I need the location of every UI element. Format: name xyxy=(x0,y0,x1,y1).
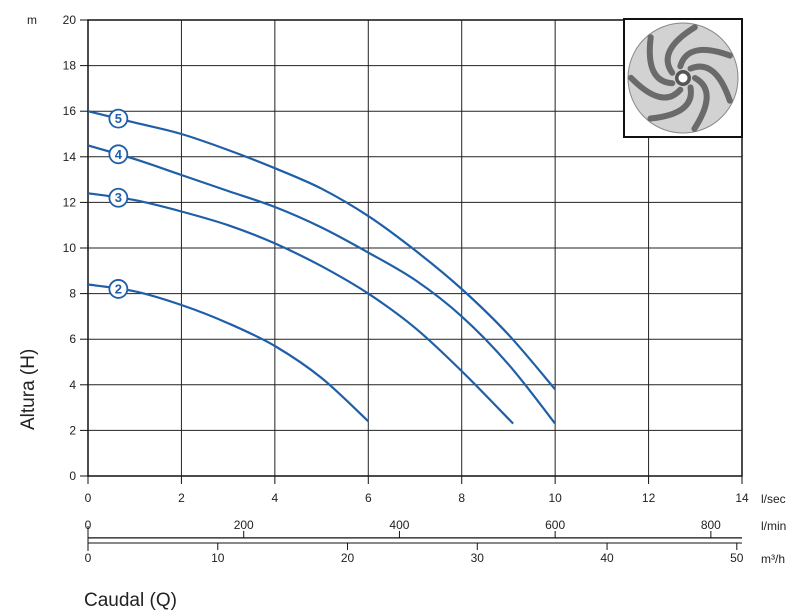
y-axis: 0 2 4 6 8 10 12 14 16 18 20 xyxy=(63,13,88,483)
curve-label-4: 4 xyxy=(115,147,123,162)
y-tick-label: 18 xyxy=(63,59,77,73)
x-unit-lmin: l/min xyxy=(761,519,786,533)
x-tick-label-ls: 2 xyxy=(178,491,185,505)
curve-label-3-badge xyxy=(108,187,129,208)
x-axes: 0 2 4 6 8 10 12 14 l/sec 0 200 400 600 800 l/min 0 10 20 3… xyxy=(85,476,786,566)
y-tick-label: 20 xyxy=(63,13,77,27)
x-tick-label-ls: 10 xyxy=(548,491,562,505)
x-tick-label-lmin: 0 xyxy=(85,518,92,532)
y-tick-label: 16 xyxy=(63,104,77,118)
x-tick-label-ls: 6 xyxy=(365,491,372,505)
x-unit-m3h: m³/h xyxy=(761,552,785,566)
y-axis-title: Altura (H) xyxy=(18,349,39,430)
curve-label-5-badge xyxy=(108,108,129,129)
curve-label-3: 3 xyxy=(115,190,122,205)
x-tick-label-lmin: 200 xyxy=(234,518,254,532)
impeller-vane xyxy=(628,74,684,101)
x-tick-label-m3h: 20 xyxy=(341,551,355,565)
y-tick-label: 4 xyxy=(69,378,76,392)
x-tick-label-m3h: 0 xyxy=(85,551,92,565)
curve-5 xyxy=(87,110,556,391)
x-unit-ls: l/sec xyxy=(761,492,786,506)
x-tick-label-lmin: 600 xyxy=(545,518,565,532)
y-tick-label: 12 xyxy=(63,195,77,209)
impeller-icon xyxy=(623,18,743,138)
y-unit-label: m xyxy=(27,13,37,27)
curve-label-4-badge xyxy=(108,144,129,165)
curve-labels: 5 4 3 2 xyxy=(108,108,129,299)
x-tick-label-m3h: 50 xyxy=(730,551,744,565)
curve-label-2: 2 xyxy=(115,281,122,296)
impeller-vane xyxy=(664,24,698,76)
x-tick-label-m3h: 40 xyxy=(600,551,614,565)
impeller-vane xyxy=(677,46,733,70)
x-tick-label-ls: 12 xyxy=(642,491,656,505)
curve-3 xyxy=(87,192,514,425)
x-tick-label-m3h: 30 xyxy=(471,551,485,565)
x-axis-title: Caudal (Q) xyxy=(84,590,177,611)
x-tick-label-ls: 8 xyxy=(458,491,465,505)
y-tick-label: 6 xyxy=(69,332,76,346)
x-tick-label-lmin: 800 xyxy=(701,518,721,532)
impeller-vane xyxy=(646,34,676,87)
x-tick-label-m3h: 10 xyxy=(211,551,225,565)
x-tick-label-ls: 4 xyxy=(272,491,279,505)
curve-4 xyxy=(87,144,556,425)
x-tick-label-lmin: 400 xyxy=(389,518,409,532)
curves xyxy=(87,110,556,425)
y-tick-label: 2 xyxy=(69,423,76,437)
y-tick-label: 8 xyxy=(69,287,76,301)
curve-2 xyxy=(87,283,370,423)
x-tick-label-ls: 14 xyxy=(735,491,749,505)
impeller-vane xyxy=(647,84,694,122)
x-tick-label-ls: 0 xyxy=(85,491,92,505)
y-tick-label: 10 xyxy=(63,241,77,255)
curve-label-5: 5 xyxy=(115,111,122,126)
impeller-vane xyxy=(687,63,733,104)
curve-label-2-badge xyxy=(108,279,129,299)
y-tick-label: 14 xyxy=(63,150,77,164)
impeller-vane xyxy=(691,75,710,132)
y-tick-label: 0 xyxy=(69,469,76,483)
